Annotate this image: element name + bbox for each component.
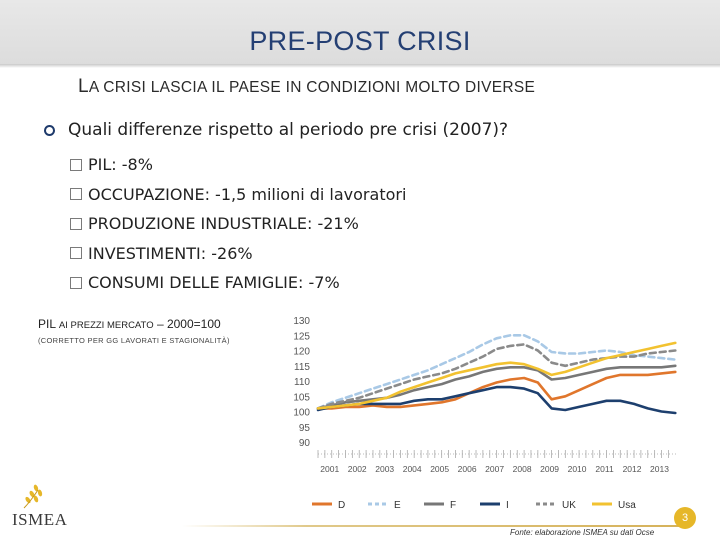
chart-caption-base: – 2000=100 (156, 317, 221, 331)
header-band (0, 0, 720, 66)
x-tick-label: 2004 (403, 464, 422, 474)
chart-note: (CORRETTO PER GG LAVORATI E STAGIONALITÀ… (38, 336, 230, 345)
sub-bullet-item: INVESTIMENTI: -26% (70, 239, 406, 269)
chart-caption: PIL AI PREZZI MERCATO – 2000=100 (38, 317, 221, 331)
x-tick-label: 2002 (348, 464, 367, 474)
sub-bullet-item: CONSUMI DELLE FAMIGLIE: -7% (70, 268, 406, 298)
sub-bullet-text: CONSUMI DELLE FAMIGLIE: -7% (88, 273, 340, 293)
y-tick-label: 125 (293, 331, 310, 342)
x-tick-label: 2003 (375, 464, 394, 474)
x-tick-label: 2006 (458, 464, 477, 474)
slide-title: PRE-POST CRISI (249, 26, 471, 56)
legend-label: Usa (618, 500, 636, 511)
checkbox-bullet-icon (70, 217, 82, 230)
legend-label: UK (562, 500, 576, 511)
series-line-e (316, 333, 677, 410)
chart-caption-small: AI PREZZI MERCATO (58, 320, 154, 331)
y-tick-label: 90 (299, 438, 311, 449)
footer-divider (182, 525, 682, 527)
series-line-usa (316, 341, 677, 410)
x-tick-label: 2007 (485, 464, 504, 474)
checkbox-bullet-icon (70, 158, 82, 171)
x-tick-label: 2008 (513, 464, 532, 474)
logo-wordmark: ISMEA (12, 510, 68, 529)
y-tick-label: 105 (293, 392, 310, 403)
sub-bullet-text: PRODUZIONE INDUSTRIALE: -21% (88, 214, 359, 234)
series-line-i (316, 385, 677, 415)
y-tick-label: 100 (293, 408, 310, 419)
y-tick-label: 110 (294, 377, 310, 388)
legend-label: I (506, 500, 509, 511)
ismea-logo-icon (23, 484, 43, 509)
gdp-line-chart: 90 95 100 105 110 115 120 125 130 2001 2002 2003 200… (293, 316, 678, 511)
y-tick-label: 115 (294, 362, 310, 373)
slide-subtitle: LA CRISI LASCIA IL PAESE IN CONDIZIONI M… (78, 76, 535, 98)
x-tick-label: 2013 (650, 464, 669, 474)
sub-bullet-item: OCCUPAZIONE: -1,5 milioni di lavoratori (70, 180, 406, 210)
page-number-badge: 3 (674, 507, 696, 529)
legend-label: D (338, 500, 345, 511)
checkbox-bullet-icon (70, 276, 82, 289)
sub-bullet-item: PRODUZIONE INDUSTRIALE: -21% (70, 209, 406, 239)
main-bullet: Quali differenze rispetto al periodo pre… (44, 120, 508, 140)
y-tick-label: 120 (293, 347, 310, 358)
sub-bullet-list: PIL: -8% OCCUPAZIONE: -1,5 milioni di la… (70, 150, 406, 298)
x-tick-label: 2012 (623, 464, 642, 474)
sub-bullet-item: PIL: -8% (70, 150, 406, 180)
subtitle-text: A CRISI LASCIA IL PAESE IN CONDIZIONI MO… (88, 79, 536, 96)
x-tick-label: 2005 (430, 464, 449, 474)
sub-bullet-text: OCCUPAZIONE: -1,5 milioni di lavoratori (88, 184, 407, 204)
x-tick-label: 2010 (568, 464, 587, 474)
source-note: Fonte: elaborazione ISMEA su dati Ocse (510, 528, 655, 537)
checkbox-bullet-icon (70, 247, 82, 260)
checkbox-bullet-icon (70, 188, 82, 201)
series-line-d (316, 370, 677, 410)
legend-label: E (394, 500, 401, 511)
y-tick-label: 95 (299, 423, 311, 434)
sub-bullet-text: PIL: -8% (88, 155, 153, 175)
x-tick-label: 2011 (595, 464, 614, 474)
chart-caption-main: PIL (38, 317, 56, 331)
x-tick-label: 2009 (540, 464, 559, 474)
x-tick-label: 2001 (320, 464, 339, 474)
subtitle-initial: L (78, 76, 89, 97)
legend-label: F (450, 500, 456, 511)
sub-bullet-text: INVESTIMENTI: -26% (88, 243, 253, 263)
main-bullet-text: Quali differenze rispetto al periodo pre… (68, 120, 509, 140)
y-tick-label: 130 (293, 316, 310, 327)
header-shadow (0, 64, 720, 68)
ring-bullet-icon (44, 124, 55, 136)
